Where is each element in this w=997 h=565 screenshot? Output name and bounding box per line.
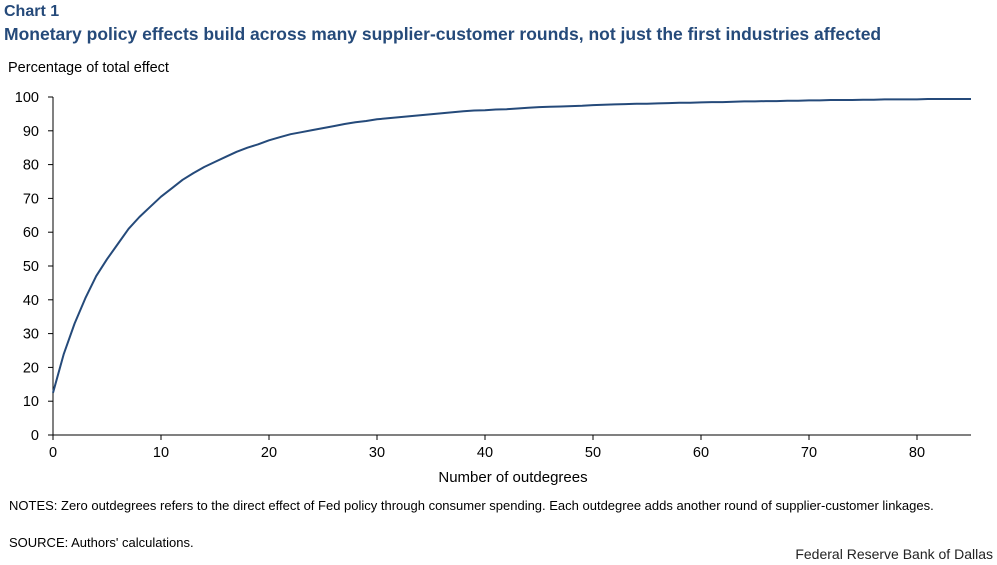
x-axis-label: Number of outdegrees <box>438 469 587 486</box>
y-tick-label: 0 <box>31 428 39 444</box>
y-tick-label: 30 <box>23 327 39 343</box>
notes-text: NOTES: Zero outdegrees refers to the dir… <box>9 498 934 513</box>
y-tick-label: 10 <box>23 394 39 410</box>
x-tick-label: 80 <box>909 445 925 461</box>
y-axis: 0 10 20 30 40 50 60 70 80 90 100 <box>15 90 54 444</box>
x-tick-label: 50 <box>585 445 601 461</box>
y-tick-label: 50 <box>23 259 39 275</box>
y-tick-label: 100 <box>15 90 39 106</box>
x-tick-label: 20 <box>261 445 277 461</box>
source-text: SOURCE: Authors' calculations. <box>9 535 194 550</box>
x-tick-label: 60 <box>693 445 709 461</box>
series-group <box>52 98 971 394</box>
y-tick-label: 20 <box>23 360 39 376</box>
x-axis: 0 10 20 30 40 50 60 70 80 <box>49 434 971 461</box>
series-line <box>52 98 971 394</box>
x-tick-label: 0 <box>49 445 57 461</box>
y-tick-label: 40 <box>23 293 39 309</box>
x-tick-label: 40 <box>477 445 493 461</box>
chart-title: Monetary policy effects build across man… <box>4 24 882 44</box>
x-tick-label: 30 <box>369 445 385 461</box>
chart-label: Chart 1 <box>4 3 60 20</box>
y-tick-label: 90 <box>23 124 39 140</box>
y-tick-label: 80 <box>23 158 39 174</box>
y-tick-label: 70 <box>23 191 39 207</box>
y-tick-label: 60 <box>23 225 39 241</box>
x-tick-label: 70 <box>801 445 817 461</box>
x-tick-label: 10 <box>153 445 169 461</box>
credit-text: Federal Reserve Bank of Dallas <box>795 546 993 562</box>
y-axis-label: Percentage of total effect <box>8 60 169 76</box>
